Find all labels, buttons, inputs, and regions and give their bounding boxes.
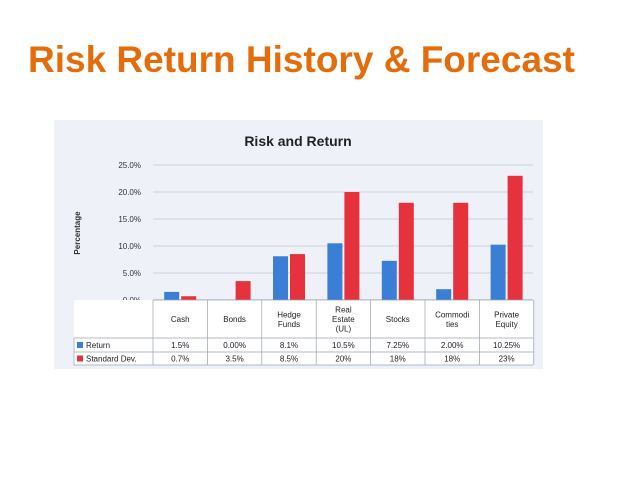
y-tick-label: 5.0% (123, 269, 141, 278)
bar-standard-dev (290, 254, 305, 300)
x-tick-label: Hedge Funds (277, 310, 301, 329)
x-tick-label-line: Stocks (386, 315, 410, 324)
x-tick-label-line: Real (335, 306, 352, 315)
bar-return (327, 243, 343, 300)
y-tick-label: 15.0% (118, 215, 141, 224)
x-tick-label-line: (UL) (336, 325, 352, 334)
legend-label: Standard Dev. (86, 355, 137, 364)
x-tick-label: Commodi ties (435, 310, 469, 329)
x-tick-label: Real Estate (UL) (332, 306, 355, 334)
x-tick-label: Stocks (386, 315, 410, 324)
x-tick-label-line: Hedge (277, 310, 301, 319)
x-tick-label-line: Equity (495, 320, 517, 329)
bar-standard-dev (235, 281, 251, 300)
x-tick-label: Bonds (223, 315, 246, 324)
data-label: 1.5% (171, 341, 189, 350)
x-tick-label: Private Equity (494, 310, 519, 329)
bar-return (381, 260, 397, 300)
bar-standard-dev (181, 296, 197, 300)
bar-return (436, 289, 452, 300)
data-label: 10.5% (332, 341, 355, 350)
bar-return (273, 256, 288, 300)
data-label: 20% (335, 355, 351, 364)
data-label: 0.7% (171, 355, 189, 364)
x-tick-label-line: Funds (278, 320, 300, 329)
y-tick-label: 25.0% (118, 161, 141, 170)
bar-return (164, 291, 180, 300)
x-tick-label-line: Cash (171, 315, 190, 324)
chart-title: Risk and Return (244, 133, 351, 149)
data-label: 18% (444, 355, 460, 364)
legend-swatch-standard-dev (77, 355, 83, 362)
y-tick-label: 20.0% (118, 188, 141, 197)
legend-swatch-return (77, 342, 83, 348)
data-label: 23% (499, 355, 515, 364)
bars (164, 175, 523, 300)
data-label: 0.00% (223, 341, 246, 350)
bar-standard-dev (453, 202, 469, 300)
data-label: 10.25% (493, 341, 520, 350)
data-label: 7.25% (386, 341, 409, 350)
x-tick-label-line: Estate (332, 315, 355, 324)
table-background (74, 300, 533, 365)
y-tick-label: 10.0% (118, 242, 141, 251)
x-tick-label: Cash (171, 315, 190, 324)
legend-label: Return (86, 341, 110, 350)
bar-standard-dev (507, 175, 523, 300)
data-label: 18% (390, 355, 406, 364)
bar-standard-dev (398, 202, 414, 300)
x-tick-label-line: Bonds (223, 315, 246, 324)
risk-return-chart: Risk and Return Percentage 25.0% 20.0% 15.… (54, 120, 543, 369)
data-label: 3.5% (225, 355, 243, 364)
x-tick-label-line: Commodi (435, 310, 469, 319)
bar-standard-dev (344, 192, 360, 300)
data-label: 8.5% (280, 355, 298, 364)
slide-title: Risk Return History & Forecast (28, 39, 575, 80)
chart-container: Risk and Return Percentage 25.0% 20.0% 15.… (54, 120, 543, 369)
x-tick-label-line: ties (446, 320, 458, 329)
bar-return (490, 244, 506, 300)
data-label: 8.1% (280, 341, 298, 350)
data-table: Cash Bonds Hedge Funds Real Estate (UL) Stocks C… (73, 299, 535, 366)
y-axis-label: Percentage (73, 211, 82, 255)
x-tick-label-line: Private (494, 310, 519, 319)
data-label: 2.00% (441, 341, 464, 350)
